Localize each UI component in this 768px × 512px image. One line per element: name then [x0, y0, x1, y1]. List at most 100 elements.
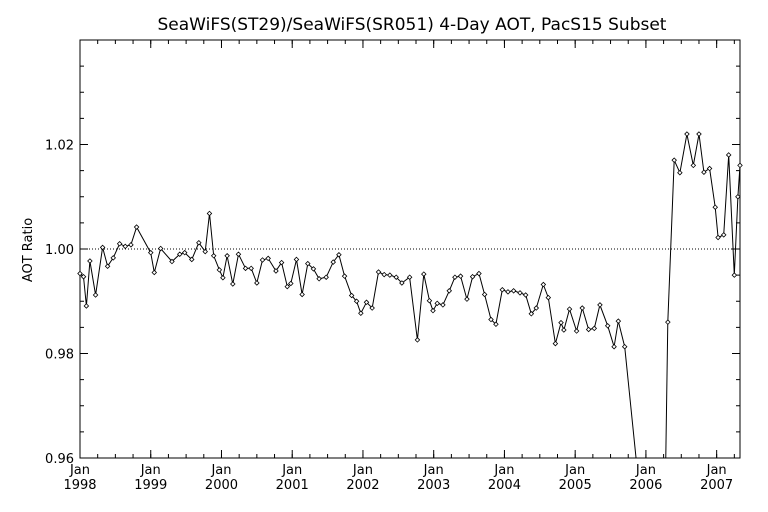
data-point: [157, 245, 164, 252]
data-point: [510, 288, 517, 294]
data-point: [133, 224, 140, 230]
data-point: [430, 307, 436, 314]
data-point: [330, 259, 337, 265]
data-point: [677, 169, 683, 176]
data-point: [545, 294, 552, 301]
data-point: [210, 253, 217, 259]
data-point: [206, 210, 213, 217]
data-point: [528, 311, 535, 317]
data-point: [336, 251, 342, 258]
data-point: [696, 131, 702, 137]
data-point: [434, 300, 441, 307]
data-point: [517, 290, 523, 296]
x-tick-month: Jan: [352, 463, 373, 478]
data-point: [353, 298, 360, 305]
data-point: [615, 318, 622, 324]
data-point: [481, 291, 488, 298]
data-point: [265, 255, 271, 262]
data-point: [116, 241, 123, 247]
x-tick-month: Jan: [281, 463, 302, 478]
data-point: [224, 253, 230, 259]
data-point: [414, 337, 421, 343]
data-point: [341, 273, 348, 279]
data-point: [735, 193, 741, 200]
data-point: [202, 248, 208, 255]
data-point: [387, 272, 393, 278]
data-point: [259, 257, 266, 263]
data-point: [230, 281, 236, 287]
x-tick-year: 2000: [205, 478, 238, 493]
data-point: [476, 270, 482, 277]
data-point: [393, 274, 399, 280]
data-point: [381, 271, 387, 278]
data-point: [176, 251, 183, 257]
data-point: [715, 234, 721, 241]
plot-area: 0.960.981.001.02Jan1998Jan1999Jan2000Jan…: [45, 39, 743, 493]
y-tick-label: 0.96: [45, 452, 74, 467]
data-point: [104, 263, 111, 270]
data-point: [566, 306, 573, 312]
data-point: [446, 288, 453, 294]
data-point: [99, 244, 106, 251]
data-point: [440, 302, 446, 308]
data-point: [706, 165, 713, 172]
data-point: [220, 274, 226, 281]
data-point: [558, 319, 564, 326]
data-point: [533, 305, 540, 311]
data-point: [540, 281, 547, 288]
data-point: [369, 305, 375, 311]
y-tick-label: 1.00: [45, 243, 74, 258]
data-point: [731, 272, 738, 278]
x-tick-year: 2001: [276, 478, 309, 493]
data-point: [299, 291, 305, 298]
data-point: [77, 270, 83, 277]
data-point: [273, 268, 279, 274]
data-point: [80, 273, 87, 280]
data-point: [151, 269, 158, 276]
data-point: [457, 273, 464, 279]
data-point: [128, 242, 134, 248]
data-point: [181, 249, 188, 256]
y-axis-label: AOT Ratio: [21, 218, 36, 282]
data-point: [305, 260, 311, 267]
data-point: [189, 256, 195, 263]
data-point: [242, 265, 249, 272]
series-line: [80, 133, 740, 458]
x-tick-year: 1999: [134, 478, 167, 493]
data-point: [375, 269, 382, 275]
data-point: [196, 239, 202, 246]
data-point: [288, 280, 294, 287]
x-tick-year: 2006: [629, 478, 662, 493]
data-point: [561, 327, 567, 333]
x-tick-month: Jan: [210, 463, 231, 478]
data-point: [358, 310, 364, 317]
data-point: [579, 305, 586, 311]
data-point: [488, 316, 494, 323]
data-point: [522, 292, 529, 298]
data-point: [363, 299, 370, 306]
x-tick-year: 2003: [417, 478, 450, 493]
data-point: [278, 259, 285, 266]
x-tick-year: 2007: [700, 478, 733, 493]
data-point: [147, 249, 154, 256]
data-point: [701, 169, 707, 175]
data-point: [452, 274, 458, 280]
data-point: [665, 319, 671, 325]
data-point: [87, 258, 93, 264]
data-point: [169, 258, 175, 265]
x-tick-year: 2002: [346, 478, 379, 493]
x-tick-month: Jan: [706, 463, 727, 478]
x-tick-year: 2005: [559, 478, 592, 493]
data-point: [316, 276, 322, 282]
data-point: [690, 162, 697, 169]
data-point: [323, 274, 329, 280]
data-point: [284, 283, 291, 290]
data-point: [406, 274, 413, 280]
data-point: [684, 131, 690, 137]
data-point: [248, 265, 254, 272]
data-point: [254, 280, 260, 286]
data-point: [399, 280, 405, 286]
chart-title: SeaWiFS(ST29)/SeaWiFS(SR051) 4-Day AOT, …: [158, 15, 667, 35]
data-point: [426, 297, 433, 304]
